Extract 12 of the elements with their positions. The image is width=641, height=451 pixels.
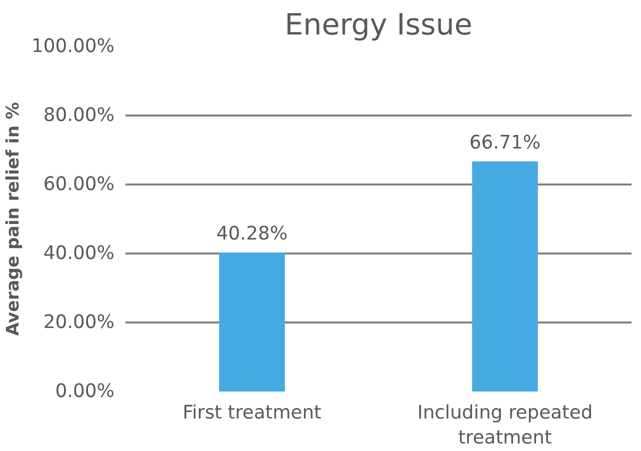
chart-title: Energy Issue — [284, 8, 472, 42]
y-tick-label: 80.00% — [43, 105, 115, 126]
y-tick-label: 100.00% — [31, 36, 115, 57]
y-tick-label: 60.00% — [43, 174, 115, 195]
y-axis-title: Average pain relief in % — [3, 102, 24, 336]
y-tick-label: 0.00% — [55, 381, 115, 402]
x-tick-label: First treatment — [182, 402, 322, 424]
data-label: 40.28% — [216, 224, 288, 245]
y-tick-label: 20.00% — [43, 312, 115, 333]
data-label: 66.71% — [469, 132, 541, 154]
y-tick-label: 40.00% — [43, 243, 115, 264]
x-tick-label: Including repeated treatment — [417, 402, 593, 449]
